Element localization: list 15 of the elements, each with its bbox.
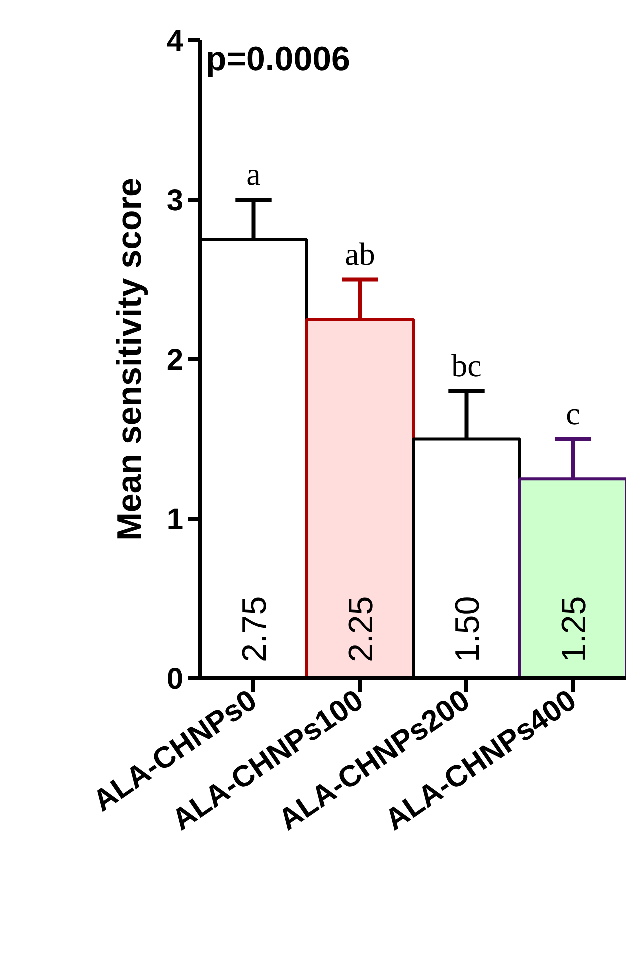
y-axis-title: Mean sensitivity score bbox=[110, 178, 149, 541]
y-tick-label: 2 bbox=[166, 344, 184, 377]
annotation: ab bbox=[345, 236, 376, 272]
data-label: 1.25 bbox=[555, 596, 594, 663]
data-label: 2.25 bbox=[342, 596, 380, 663]
y-tick-label: 4 bbox=[166, 25, 184, 58]
annotation: a bbox=[246, 156, 261, 192]
annotation: c bbox=[566, 395, 580, 432]
data-label: 1.50 bbox=[448, 596, 487, 663]
data-label: 2.75 bbox=[236, 596, 274, 663]
annotation: p=0.0006 bbox=[206, 40, 350, 78]
y-tick-label: 1 bbox=[166, 504, 184, 536]
annotation: bc bbox=[452, 347, 482, 384]
y-tick-label: 3 bbox=[166, 184, 184, 218]
y-tick-label: 0 bbox=[166, 663, 184, 696]
